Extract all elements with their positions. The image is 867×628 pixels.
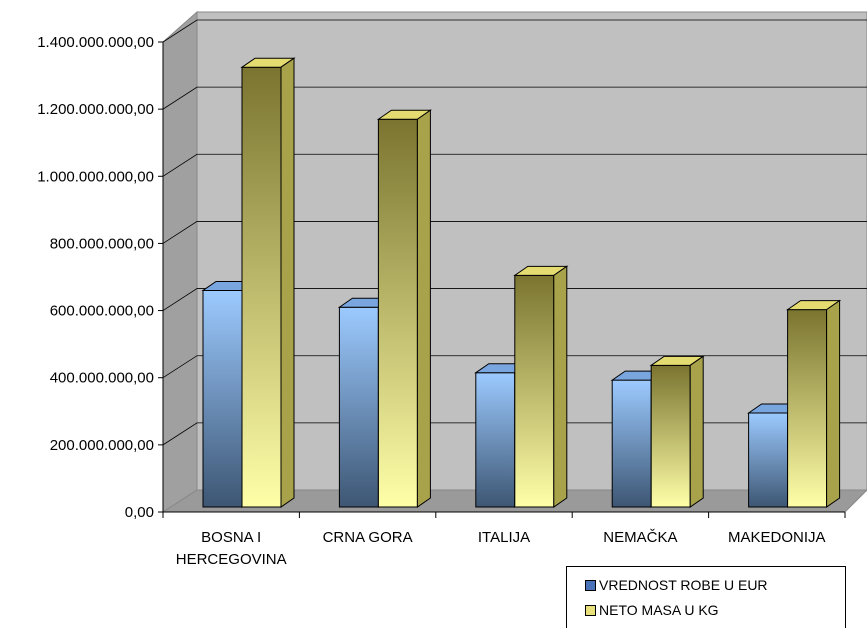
bar-mass (649, 355, 705, 508)
bar-front (475, 372, 516, 508)
gridline (162, 355, 867, 379)
x-tick-label: BOSNA I HERCEGOVINA (176, 529, 287, 568)
bar-side (416, 109, 431, 508)
y-tick-label: 1.000.000.000,00 (37, 168, 154, 185)
bar-front (377, 118, 418, 508)
legend-swatch-icon (585, 605, 596, 616)
y-tick-label: 0,00 (125, 504, 154, 521)
bar-front (611, 379, 652, 508)
gridline (162, 86, 867, 110)
bar-side (553, 265, 568, 508)
gridline (162, 221, 867, 244)
y-axis: 0,00 200.000.000,00 400.000.000,00 600.000.… (37, 34, 164, 521)
y-tick-label: 600.000.000,00 (50, 303, 154, 320)
y-tick-label: 800.000.000,00 (50, 235, 154, 252)
x-axis: BOSNA I HERCEGOVINA CRNA GORA ITALIJA NEMAČK… (162, 511, 846, 568)
legend: VREDNOST ROBE U EUR NETO MASA U KG (566, 566, 846, 628)
gridline (162, 288, 867, 311)
bar-front (338, 306, 379, 508)
bars (201, 57, 842, 508)
legend-item-value: VREDNOST ROBE U EUR (585, 576, 768, 594)
legend-item-mass: NETO MASA U KG (585, 601, 719, 619)
bar-front (748, 412, 789, 508)
legend-label: VREDNOST ROBE U EUR (599, 577, 768, 593)
y-tick-label: 1.400.000.000,00 (37, 34, 154, 51)
bar-side (689, 355, 704, 508)
side-wall (162, 10, 198, 513)
bar-front (202, 289, 243, 508)
y-tick-label: 1.200.000.000,00 (37, 101, 154, 118)
y-tick-label: 200.000.000,00 (50, 437, 154, 454)
gridline (162, 19, 867, 43)
bar-front (241, 66, 282, 508)
gridline (162, 153, 867, 177)
legend-swatch-icon (585, 580, 596, 591)
bar-front (787, 309, 828, 508)
x-tick-label: CRNA GORA (323, 529, 413, 546)
bar-front (650, 364, 691, 508)
x-tick-label: MAKEDONIJA (728, 529, 826, 546)
bar-side (826, 299, 841, 508)
legend-label: NETO MASA U KG (599, 602, 719, 618)
bar-side (280, 57, 295, 508)
x-tick-label: ITALIJA (478, 529, 530, 546)
bar-mass (785, 299, 842, 508)
y-tick-label: 400.000.000,00 (50, 370, 154, 387)
bar-front (514, 274, 555, 508)
bar-mass (376, 109, 433, 508)
x-tick-label: NEMAČKA (603, 529, 677, 546)
bar-mass (240, 57, 296, 508)
bar-mass (513, 265, 569, 508)
